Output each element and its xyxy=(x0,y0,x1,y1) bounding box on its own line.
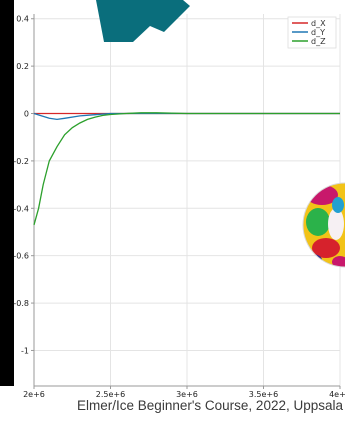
y-tick-label: -1 xyxy=(21,346,29,355)
legend-label: d_Y xyxy=(311,28,325,37)
y-tick-label: -0.4 xyxy=(13,204,29,213)
x-tick-label: 2.5e+6 xyxy=(96,390,125,399)
line-chart: 0.4 0.2 0 -0.2 -0.4 -0.6 -0.8 -1 2e+6 2.5e+6 3e+6… xyxy=(13,14,345,399)
y-tick-label: 0.4 xyxy=(16,15,29,24)
x-tick-label: 4e+6 xyxy=(329,390,345,399)
x-tick-label: 3.5e+6 xyxy=(249,390,278,399)
course-credit-footer: Elmer/Ice Beginner's Course, 2022, Uppsa… xyxy=(0,398,345,413)
y-tick-labels: 0.4 0.2 0 -0.2 -0.4 -0.6 -0.8 -1 xyxy=(13,15,34,355)
legend-label: d_Z xyxy=(311,37,326,46)
left-black-bar xyxy=(0,0,14,386)
x-tick-label: 3e+6 xyxy=(176,390,198,399)
y-tick-label: 0 xyxy=(24,110,29,119)
y-tick-label: -0.2 xyxy=(13,157,29,166)
x-tick-labels: 2e+6 2.5e+6 3e+6 3.5e+6 4e+6 xyxy=(23,386,345,399)
legend-label: d_X xyxy=(311,19,326,28)
x-tick-label: 2e+6 xyxy=(23,390,45,399)
chart-series xyxy=(33,112,340,226)
y-tick-label: 0.2 xyxy=(16,62,29,71)
chart-legend: d_Xd_Yd_Z xyxy=(287,16,337,49)
series-line-d-z xyxy=(33,112,340,226)
y-tick-label: -0.8 xyxy=(13,299,29,308)
course-credit-text: Elmer/Ice Beginner's Course, 2022, Uppsa… xyxy=(77,398,343,413)
y-tick-label: -0.6 xyxy=(13,252,29,261)
